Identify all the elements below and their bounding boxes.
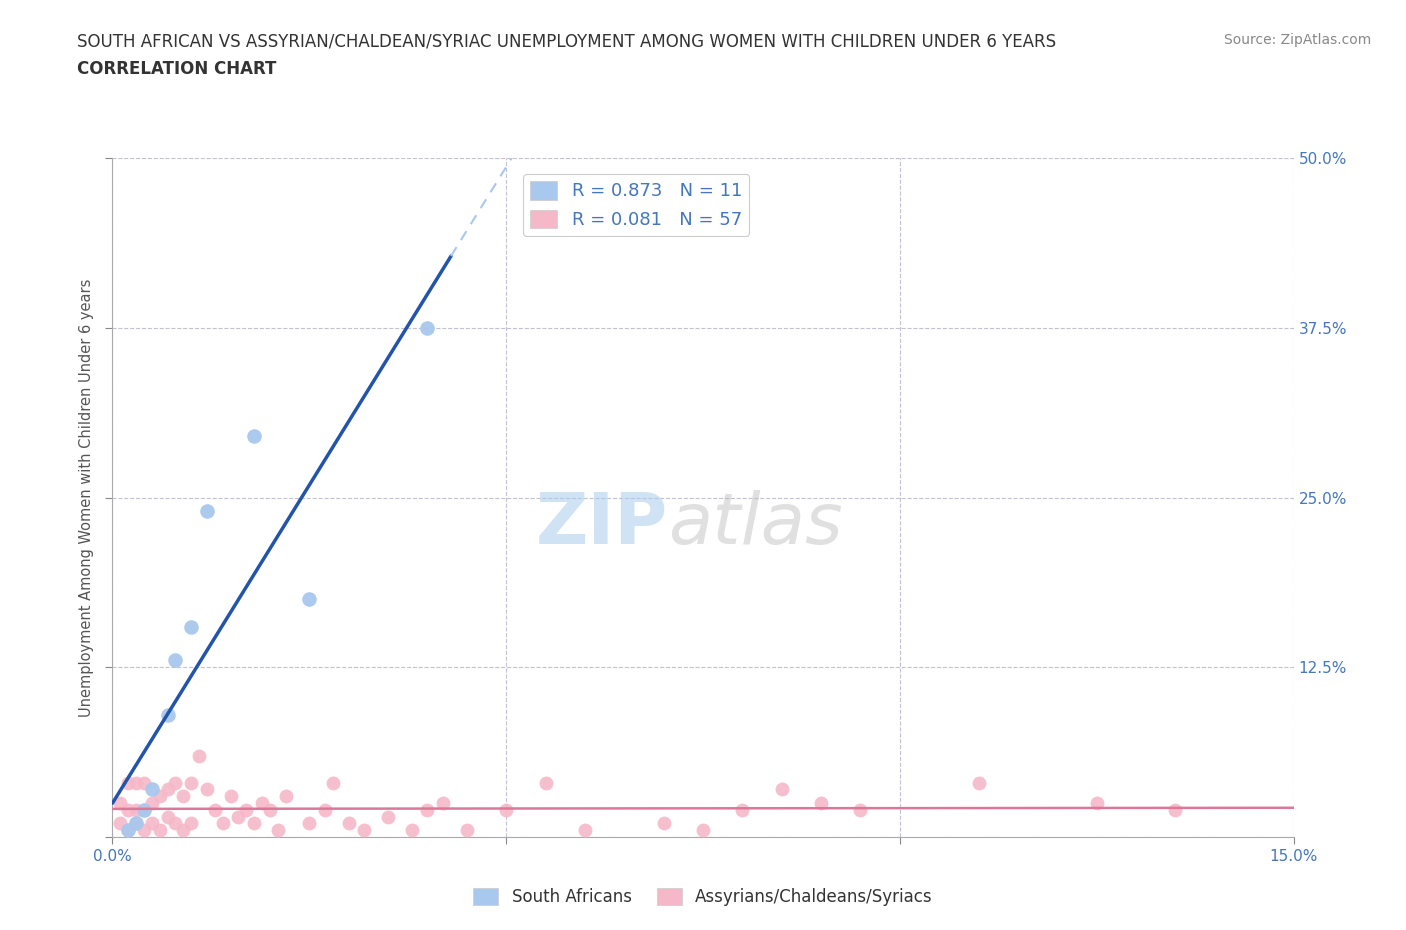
Point [180,619,202,634]
Point [149,823,172,838]
Point [652,816,675,830]
Y-axis label: Unemployment Among Women with Children Under 6 years: Unemployment Among Women with Children U… [79,278,94,717]
Point [204,803,226,817]
Point [188,748,211,763]
Point [243,429,266,444]
Point [1164,803,1187,817]
Point [401,823,423,838]
Point [125,816,148,830]
Point [156,782,179,797]
Point [132,776,155,790]
Point [156,708,179,723]
Point [165,653,187,668]
Point [298,592,321,607]
Point [353,823,375,838]
Point [125,816,148,830]
Point [132,803,155,817]
Point [180,776,202,790]
Text: SOUTH AFRICAN VS ASSYRIAN/CHALDEAN/SYRIAC UNEMPLOYMENT AMONG WOMEN WITH CHILDREN: SOUTH AFRICAN VS ASSYRIAN/CHALDEAN/SYRIA… [77,33,1056,50]
Point [165,776,187,790]
Legend: R = 0.873   N = 11, R = 0.081   N = 57: R = 0.873 N = 11, R = 0.081 N = 57 [523,174,749,236]
Point [117,803,139,817]
Point [117,776,139,790]
Point [810,796,832,811]
Point [267,823,290,838]
Point [416,803,439,817]
Point [235,803,257,817]
Point [165,816,187,830]
Point [110,796,132,811]
Point [228,809,250,824]
Point [117,823,139,838]
Point [180,816,202,830]
Point [967,776,990,790]
Point [117,823,139,838]
Point [534,776,557,790]
Point [110,816,132,830]
Point [125,776,148,790]
Point [432,796,454,811]
Point [337,816,360,830]
Text: CORRELATION CHART: CORRELATION CHART [77,60,277,78]
Point [132,803,155,817]
Point [1085,796,1108,811]
Point [141,796,163,811]
Point [172,789,194,804]
Point [195,782,218,797]
Point [456,823,478,838]
Point [132,823,155,838]
Point [377,809,399,824]
Point [243,816,266,830]
Text: atlas: atlas [668,490,842,559]
Text: Source: ZipAtlas.com: Source: ZipAtlas.com [1223,33,1371,46]
Point [259,803,281,817]
Point [574,823,596,838]
Point [149,789,172,804]
Legend: South Africans, Assyrians/Chaldeans/Syriacs: South Africans, Assyrians/Chaldeans/Syri… [467,881,939,912]
Point [141,782,163,797]
Point [274,789,297,804]
Point [322,776,344,790]
Point [298,816,321,830]
Point [250,796,273,811]
Point [211,816,233,830]
Point [692,823,714,838]
Point [141,816,163,830]
Point [125,803,148,817]
Point [195,504,218,519]
Point [172,823,194,838]
Point [156,809,179,824]
Point [314,803,336,817]
Point [219,789,242,804]
Point [731,803,754,817]
Point [770,782,793,797]
Point [416,320,439,336]
Point [849,803,872,817]
Text: ZIP: ZIP [536,490,668,559]
Point [495,803,517,817]
